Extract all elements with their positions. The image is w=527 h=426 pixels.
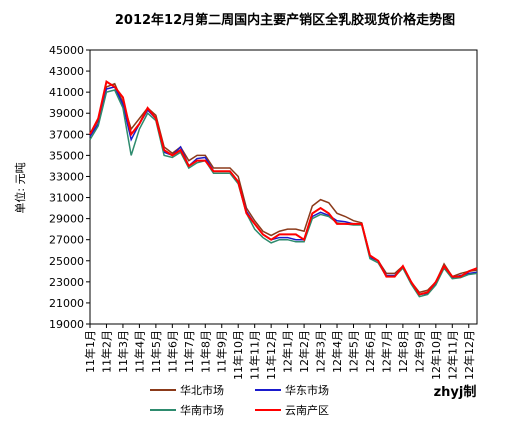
x-tick-label: 11年9月 bbox=[215, 330, 229, 373]
y-tick-label: 27000 bbox=[49, 234, 84, 247]
x-tick-label: 11年1月 bbox=[83, 330, 97, 373]
legend-label: 华东市场 bbox=[285, 383, 329, 397]
x-tick-label: 11年2月 bbox=[99, 330, 113, 373]
y-tick-label: 37000 bbox=[49, 128, 84, 141]
y-tick-label: 45000 bbox=[49, 44, 84, 57]
plot-border bbox=[89, 49, 478, 325]
y-tick-label: 23000 bbox=[49, 276, 84, 289]
legend-label: 云南产区 bbox=[285, 403, 329, 417]
y-tick-label: 39000 bbox=[49, 107, 84, 120]
x-tick-label: 11年4月 bbox=[132, 330, 146, 373]
x-tick-label: 11年3月 bbox=[116, 330, 130, 373]
x-tick-label: 12年12月 bbox=[462, 330, 476, 380]
y-tick-label: 25000 bbox=[49, 255, 84, 268]
y-axis-label: 单位: 元吨 bbox=[13, 162, 27, 213]
x-tick-label: 11年12月 bbox=[264, 330, 278, 380]
annotation: zhyj制 bbox=[434, 384, 477, 400]
x-tick-label: 12年7月 bbox=[379, 330, 393, 373]
x-tick-label: 12年5月 bbox=[346, 330, 360, 373]
x-tick-label: 12年1月 bbox=[281, 330, 295, 373]
series-line bbox=[89, 80, 478, 296]
x-tick-label: 12年6月 bbox=[363, 330, 377, 373]
x-tick-label: 12年8月 bbox=[396, 330, 410, 373]
y-tick-label: 33000 bbox=[49, 170, 84, 183]
y-tick-label: 29000 bbox=[49, 213, 84, 226]
x-tick-label: 12年4月 bbox=[330, 330, 344, 373]
legend-label: 华南市场 bbox=[180, 403, 224, 417]
x-tick-label: 12年2月 bbox=[297, 330, 311, 373]
y-tick-label: 21000 bbox=[49, 297, 84, 310]
y-tick-label: 41000 bbox=[49, 86, 84, 99]
y-tick-label: 43000 bbox=[49, 65, 84, 78]
x-tick-label: 11年10月 bbox=[231, 330, 245, 380]
series-line bbox=[89, 89, 478, 298]
legend-label: 华北市场 bbox=[180, 383, 224, 397]
x-tick-label: 12年11月 bbox=[445, 330, 459, 380]
x-tick-label: 11年8月 bbox=[198, 330, 212, 373]
x-tick-label: 11年5月 bbox=[149, 330, 163, 373]
x-tick-label: 11年6月 bbox=[165, 330, 179, 373]
x-tick-label: 12年9月 bbox=[412, 330, 426, 373]
x-tick-label: 11年11月 bbox=[248, 330, 262, 380]
x-tick-label: 11年7月 bbox=[182, 330, 196, 373]
y-tick-label: 31000 bbox=[49, 192, 84, 205]
y-tick-label: 35000 bbox=[49, 149, 84, 162]
y-tick-label: 19000 bbox=[49, 318, 84, 331]
x-tick-label: 12年3月 bbox=[314, 330, 328, 373]
chart-title: 2012年12月第二周国内主要产销区全乳胶现货价格走势图 bbox=[115, 12, 455, 28]
x-tick-label: 12年10月 bbox=[429, 330, 443, 380]
